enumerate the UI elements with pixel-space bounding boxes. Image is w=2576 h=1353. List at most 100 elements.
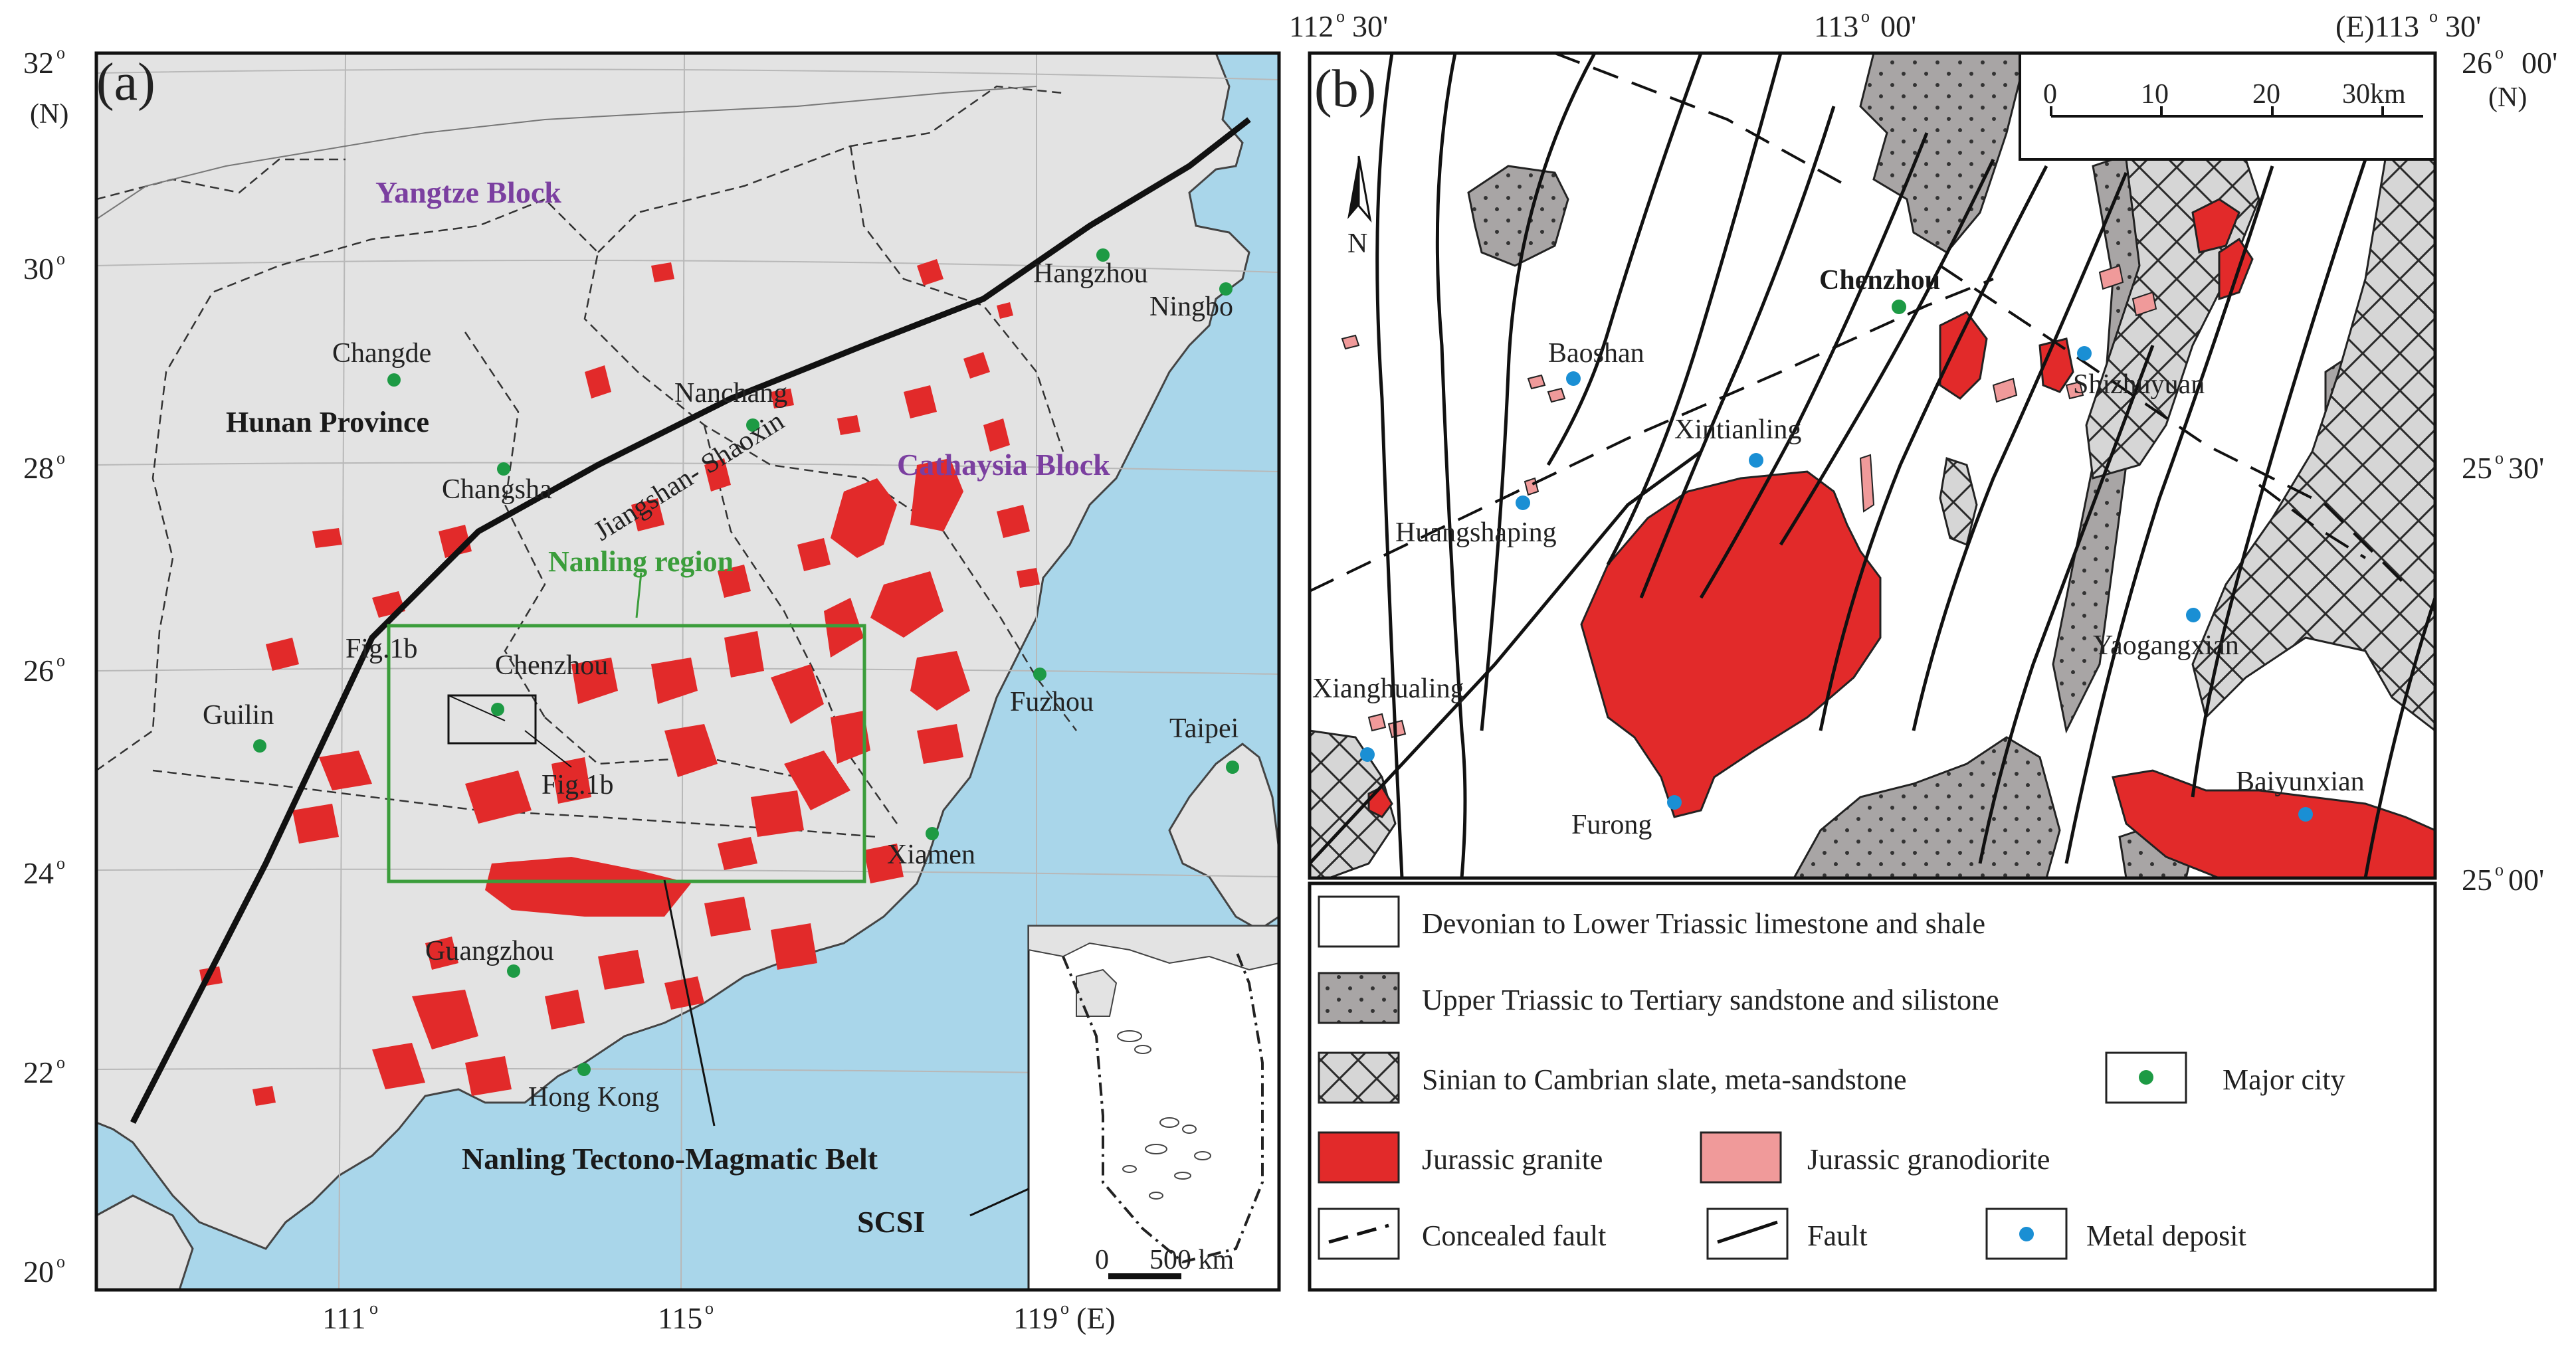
nanling-belt-label: Nanling Tectono-Magmatic Belt bbox=[462, 1142, 878, 1176]
legend-swatch-triassic bbox=[1318, 972, 1400, 1024]
legend-swatch-granite bbox=[1318, 1131, 1400, 1184]
place-xianghualing: Xianghualing bbox=[1312, 674, 1464, 704]
svg-text:o: o bbox=[56, 448, 65, 468]
lon-113-30-deg: (E)113 bbox=[2335, 9, 2419, 43]
place-huangshaping: Huangshaping bbox=[1395, 517, 1557, 548]
lon-112-deg: 112 bbox=[1289, 9, 1334, 43]
place-shizhuyuan: Shizhuyuan bbox=[2073, 369, 2205, 400]
lon-112-min: 30' bbox=[1352, 9, 1388, 43]
panel-a-label: (a) bbox=[96, 53, 155, 112]
metal-deposit-markers bbox=[1360, 346, 2313, 822]
north-arrow bbox=[1347, 155, 1372, 223]
lat-32: 32 bbox=[23, 46, 54, 80]
fig1b-pointer bbox=[448, 695, 506, 721]
place-furong: Furong bbox=[1571, 810, 1652, 840]
scale-tick-20: 20 bbox=[2252, 79, 2280, 110]
lon-113-min: 00' bbox=[1880, 9, 1916, 43]
degree-marks: o o o o o o o o o o o o o o o o bbox=[56, 7, 2504, 1318]
lat-25-00-deg: 25 bbox=[2462, 863, 2492, 897]
granite-bodies bbox=[199, 259, 1040, 1106]
lat-24: 24 bbox=[23, 856, 54, 890]
svg-text:o: o bbox=[56, 43, 65, 62]
scale-tick-30km: 30km bbox=[2342, 79, 2406, 110]
inset-scale-zero: 0 bbox=[1095, 1245, 1109, 1275]
chenzhou-city-marker bbox=[1892, 300, 1906, 314]
taiwan-island bbox=[1168, 743, 1279, 931]
panel-a-frame bbox=[94, 51, 1281, 1292]
panel-b-label: (b) bbox=[1314, 60, 1376, 118]
svg-text:o: o bbox=[56, 651, 65, 670]
scale-tick-10: 10 bbox=[2141, 79, 2169, 110]
granodiorite-bodies bbox=[1341, 264, 2157, 739]
lon-113-30-min: 30' bbox=[2445, 9, 2481, 43]
legend-deposit-label: Metal deposit bbox=[2086, 1219, 2246, 1252]
svg-text:o: o bbox=[1060, 1299, 1069, 1318]
city-changde: Changde bbox=[332, 338, 431, 369]
place-xintianling: Xintianling bbox=[1674, 414, 1801, 445]
jiangshan-shaoxin-suture bbox=[130, 117, 1251, 1125]
city-fuzhou: Fuzhou bbox=[1010, 687, 1094, 717]
city-hong-kong: Hong Kong bbox=[528, 1082, 659, 1113]
svg-text:o: o bbox=[56, 249, 65, 268]
city-changsha: Changsha bbox=[442, 474, 552, 505]
svg-text:o: o bbox=[1336, 7, 1345, 26]
city-nanchang: Nanchang bbox=[674, 378, 787, 408]
svg-text:o: o bbox=[56, 1053, 65, 1072]
nanling-arrow bbox=[635, 572, 643, 618]
lat-25-30-min: 30' bbox=[2508, 451, 2544, 485]
faults bbox=[1310, 53, 2435, 878]
inset-scale-label: 500 km bbox=[1149, 1245, 1235, 1275]
city-guangzhou: Guangzhou bbox=[425, 936, 554, 966]
lat-25-00-min: 00' bbox=[2508, 863, 2544, 897]
city-xiamen: Xiamen bbox=[887, 840, 975, 870]
scsi-label: SCSI bbox=[857, 1205, 925, 1239]
legend-granodiorite-label: Jurassic granodiorite bbox=[1807, 1143, 2050, 1176]
city-ningbo: Ningbo bbox=[1149, 292, 1233, 322]
lat-unit-a: (N) bbox=[30, 99, 68, 130]
lat-28: 28 bbox=[23, 451, 54, 485]
lat-26-min: 00' bbox=[2522, 46, 2557, 80]
fig1b-ref-b: Fig.1b bbox=[542, 770, 614, 800]
lon-113-deg: 113 bbox=[1814, 9, 1858, 43]
scsi-pointer bbox=[969, 1188, 1029, 1217]
nanling-region-label: Nanling region bbox=[548, 545, 734, 578]
svg-text:o: o bbox=[1861, 7, 1870, 26]
svg-text:o: o bbox=[2429, 7, 2438, 26]
panel-a-labels: (a) 32 (N) 30 28 26 24 22 20 111 115 119… bbox=[23, 46, 1238, 1335]
svg-text:o: o bbox=[2495, 448, 2504, 468]
scale-tick-0: 0 bbox=[2043, 79, 2057, 110]
legend-triassic-label: Upper Triassic to Tertiary sandstone and… bbox=[1422, 984, 1999, 1016]
inset-scs-map bbox=[1027, 925, 1279, 1290]
lon-111: 111 bbox=[322, 1301, 366, 1335]
scale-bar-b bbox=[2050, 106, 2423, 118]
hunan-province-label: Hunan Province bbox=[226, 406, 429, 438]
legend-city-label: Major city bbox=[2223, 1063, 2345, 1096]
fig1b-pointer-2 bbox=[524, 730, 572, 768]
lat-20: 20 bbox=[23, 1255, 54, 1289]
city-hangzhou: Hangzhou bbox=[1033, 258, 1148, 289]
north-label: N bbox=[1347, 228, 1367, 259]
svg-text:o: o bbox=[369, 1299, 378, 1318]
concealed-faults bbox=[1310, 53, 2407, 592]
svg-text:o: o bbox=[2495, 43, 2504, 62]
legend-labels: Devonian to Lower Triassic limestone and… bbox=[1422, 907, 2345, 1252]
legend-granite-label: Jurassic granite bbox=[1422, 1143, 1603, 1176]
hainan-island bbox=[96, 1194, 194, 1290]
fig1b-box bbox=[447, 694, 537, 745]
legend-concealed-fault-label: Concealed fault bbox=[1422, 1219, 1606, 1252]
belt-pointer bbox=[663, 879, 716, 1127]
scale-box bbox=[2019, 53, 2435, 161]
place-chenzhou: Chenzhou bbox=[1819, 265, 1940, 296]
mainland-china bbox=[96, 53, 1250, 1250]
legend-swatch-granodiorite bbox=[1700, 1131, 1782, 1184]
place-baoshan: Baoshan bbox=[1548, 338, 1644, 369]
city-taipei: Taipei bbox=[1169, 713, 1238, 744]
svg-text:o: o bbox=[705, 1299, 714, 1318]
lat-26: 26 bbox=[23, 654, 54, 687]
yangtze-river bbox=[96, 86, 1037, 220]
lon-unit-a: (E) bbox=[1076, 1301, 1116, 1335]
lat-26-deg: 26 bbox=[2462, 46, 2492, 80]
svg-text:o: o bbox=[2495, 860, 2504, 879]
legend-devonian-label: Devonian to Lower Triassic limestone and… bbox=[1422, 907, 1985, 940]
nanling-region-box bbox=[387, 624, 866, 883]
